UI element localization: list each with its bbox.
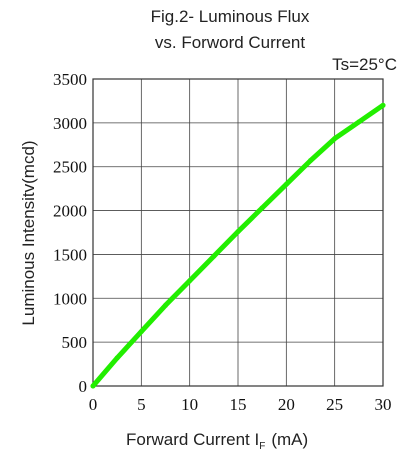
x-axis-ticks: 0 5 10 15 20 25 30 <box>89 395 392 414</box>
data-point <box>114 355 120 361</box>
y-axis-ticks: 0 500 1000 1500 2000 2500 3000 3500 <box>53 70 87 396</box>
x-tick-label: 30 <box>375 395 392 414</box>
data-point <box>380 102 386 108</box>
data-point <box>163 302 168 308</box>
x-axis-label-subscript: F <box>259 441 265 452</box>
x-tick-label: 20 <box>278 395 295 414</box>
data-point <box>259 205 265 211</box>
data-point <box>332 136 338 142</box>
chart-title-line-2: vs. Forword Current <box>155 33 305 52</box>
y-tick-label: 3500 <box>53 70 87 89</box>
data-point <box>211 253 217 259</box>
grid-lines <box>92 78 384 387</box>
data-point <box>308 158 313 164</box>
x-tick-label: 10 <box>181 395 198 414</box>
data-point <box>138 329 144 335</box>
data-point <box>283 181 289 187</box>
x-tick-label: 15 <box>230 395 247 414</box>
x-tick-label: 0 <box>89 395 98 414</box>
data-point <box>187 278 193 284</box>
temperature-condition-label: Ts=25°C <box>332 55 397 74</box>
x-axis-label-main: Forward Current I <box>126 430 259 449</box>
data-point <box>356 119 362 125</box>
y-tick-label: 2500 <box>53 158 87 177</box>
x-axis-label: Forward Current IF (mA) <box>126 430 308 452</box>
x-axis-label-unit: (mA) <box>271 430 308 449</box>
y-tick-label: 2000 <box>53 202 87 221</box>
y-axis-label: Luminous Intensitv(mcd) <box>19 140 38 325</box>
x-tick-label: 25 <box>326 395 343 414</box>
series-points <box>90 102 386 389</box>
y-tick-label: 3000 <box>53 114 87 133</box>
y-tick-label: 500 <box>62 333 88 352</box>
y-tick-label: 1000 <box>53 289 87 308</box>
y-tick-label: 0 <box>79 377 88 396</box>
data-point <box>90 383 96 389</box>
chart-title-line-1: Fig.2- Luminous Flux <box>151 7 310 26</box>
data-point <box>235 229 241 235</box>
y-tick-label: 1500 <box>53 245 87 264</box>
x-tick-label: 5 <box>137 395 146 414</box>
plot-frame <box>92 78 384 387</box>
